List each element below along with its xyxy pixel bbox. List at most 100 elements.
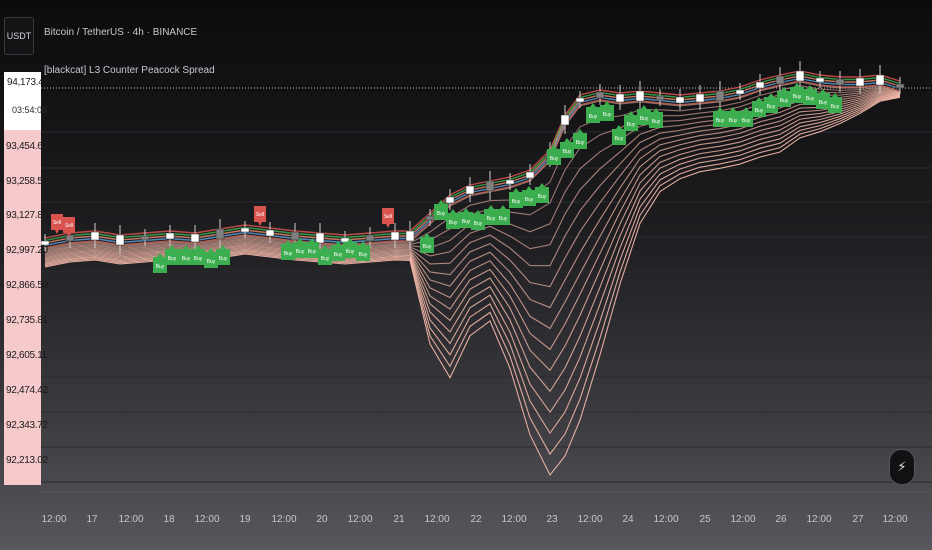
buy-signal — [179, 245, 193, 265]
buy-signal-label: Buy — [437, 211, 446, 217]
buy-signal — [522, 186, 536, 206]
price-scale[interactable]: 93,454.63 93,258.59 93,127.89 92,997.20 … — [4, 72, 48, 485]
candle-body — [575, 97, 585, 103]
candle-body — [875, 74, 885, 86]
buy-signal-label: Buy — [550, 156, 559, 162]
price-label: 93,258.59 — [6, 176, 48, 187]
current-price: 94,173.46 — [7, 77, 49, 88]
time-label: 23 — [546, 514, 558, 525]
candle-body — [675, 96, 685, 104]
buy-signal — [318, 245, 332, 265]
buy-signal — [586, 103, 600, 123]
buy-signal-label: Buy — [525, 197, 534, 203]
candle-body — [365, 234, 375, 242]
price-label: 92,343.72 — [6, 420, 48, 431]
buy-signal — [612, 125, 626, 145]
lightning-bolt-icon[interactable]: ⚡︎ — [889, 449, 915, 485]
buy-signal-label: Buy — [359, 252, 368, 258]
time-label: 12:00 — [806, 514, 832, 525]
candle-body — [560, 114, 570, 126]
buy-signal — [803, 85, 817, 105]
candle-body — [240, 227, 250, 233]
buy-signal-label: Buy — [576, 140, 585, 146]
sell-signal-label: Sell — [65, 223, 73, 229]
buy-signal — [816, 89, 830, 109]
candle-body — [595, 91, 605, 99]
buy-signal-label: Buy — [793, 94, 802, 100]
buy-signal — [624, 111, 638, 131]
buy-signal-label: Buy — [423, 244, 432, 250]
currency-button[interactable]: USDT — [4, 17, 34, 55]
candle-body — [815, 77, 825, 83]
time-axis[interactable]: 12:00 17 12:00 18 12:00 19 12:00 20 12:0… — [40, 492, 932, 550]
symbol-title: Bitcoin / TetherUS · 4h · BINANCE — [44, 27, 198, 38]
sell-signal-label: Sell — [53, 220, 61, 226]
candle-body — [755, 81, 765, 89]
buy-signal-label: Buy — [819, 100, 828, 106]
buy-signal-label: Buy — [806, 96, 815, 102]
time-label: 12:00 — [730, 514, 756, 525]
buy-signal — [752, 97, 766, 117]
candle-body — [695, 93, 705, 103]
candle-body — [895, 83, 905, 89]
buy-signal — [216, 245, 230, 265]
time-label: 20 — [316, 514, 328, 525]
peacock-line — [44, 96, 901, 477]
buy-signal-label: Buy — [284, 251, 293, 257]
buy-signal — [484, 205, 498, 225]
buy-signal — [777, 87, 791, 107]
buy-signal-label: Buy — [346, 249, 355, 255]
buy-signal-label: Buy — [652, 119, 661, 125]
buy-signal — [496, 205, 510, 225]
buy-signal — [305, 238, 319, 258]
price-label: 93,127.89 — [6, 210, 48, 221]
buy-signal — [713, 107, 727, 127]
candle-body — [525, 171, 535, 179]
price-label: 92,866.50 — [6, 280, 48, 291]
candle-body — [425, 215, 435, 221]
buy-signal-label: Buy — [499, 216, 508, 222]
candle-body — [635, 90, 645, 102]
sell-signal — [63, 217, 75, 237]
time-label: 27 — [852, 514, 864, 525]
buy-signal — [828, 93, 842, 113]
candle-body — [715, 90, 725, 102]
buy-signal-label: Buy — [780, 98, 789, 104]
peacock-line — [44, 92, 901, 309]
buy-signal — [343, 238, 357, 258]
buy-signal-label: Buy — [615, 136, 624, 142]
time-label: 12:00 — [882, 514, 908, 525]
time-label: 25 — [699, 514, 711, 525]
candle-body — [315, 232, 325, 244]
buy-signal — [509, 188, 523, 208]
candle-body — [40, 240, 50, 246]
candle-body — [90, 231, 100, 241]
indicator-title[interactable]: [blackcat] L3 Counter Peacock Spread — [44, 65, 215, 76]
buy-signal-label: Buy — [474, 221, 483, 227]
buy-signal — [281, 240, 295, 260]
buy-signal — [637, 105, 651, 125]
candle-body — [445, 196, 455, 204]
buy-signal — [535, 183, 549, 203]
peacock-line — [44, 91, 901, 288]
bar-countdown: 03:54:08 — [12, 105, 48, 115]
peacock-line — [44, 93, 901, 330]
price-label: 92,735.81 — [6, 315, 48, 326]
buy-signal — [471, 210, 485, 230]
buy-signal-label: Buy — [589, 114, 598, 120]
candle-body — [65, 234, 75, 242]
candle-body — [165, 232, 175, 240]
buy-signal-label: Buy — [563, 149, 572, 155]
buy-signal — [739, 107, 753, 127]
buy-signal-label: Buy — [603, 112, 612, 118]
buy-signal-label: Buy — [640, 116, 649, 122]
time-label: 12:00 — [41, 514, 67, 525]
peacock-line — [44, 90, 901, 267]
candle-body — [835, 78, 845, 86]
candle-body — [615, 93, 625, 103]
buy-signal-label: Buy — [334, 252, 343, 258]
time-label: 18 — [163, 514, 175, 525]
candle-body — [290, 231, 300, 241]
buy-signal — [459, 208, 473, 228]
